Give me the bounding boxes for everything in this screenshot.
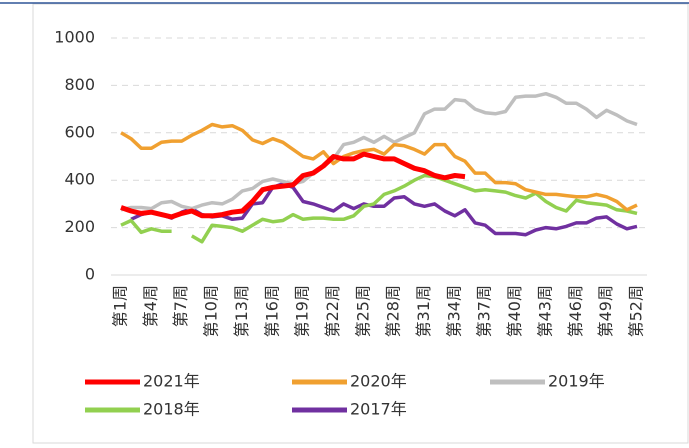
x-tick-label: 第1周 bbox=[111, 285, 130, 327]
x-tick-label: 第49周 bbox=[596, 285, 615, 337]
legend-label: 2017年 bbox=[350, 400, 407, 419]
legend-label: 2020年 bbox=[350, 372, 407, 391]
x-tick-label: 第19周 bbox=[293, 285, 312, 337]
x-tick-label: 第40周 bbox=[505, 285, 524, 337]
y-tick-label: 400 bbox=[64, 170, 95, 189]
x-tick-label: 第4周 bbox=[141, 285, 160, 327]
x-tick-label: 第52周 bbox=[627, 285, 646, 337]
series-line bbox=[120, 173, 638, 244]
x-tick-label: 第22周 bbox=[323, 285, 342, 337]
x-tick-label: 第16周 bbox=[262, 285, 281, 337]
y-tick-label: 1000 bbox=[54, 28, 95, 47]
y-tick-label: 200 bbox=[64, 217, 95, 236]
y-tick-label: 800 bbox=[64, 75, 95, 94]
y-tick-label: 0 bbox=[85, 265, 95, 284]
x-tick-label: 第34周 bbox=[444, 285, 463, 337]
x-tick-label: 第37周 bbox=[475, 285, 494, 337]
x-tick-label: 第46周 bbox=[566, 285, 585, 337]
x-tick-label: 第43周 bbox=[535, 285, 554, 337]
x-tick-label: 第13周 bbox=[232, 285, 251, 337]
legend-label: 2019年 bbox=[548, 372, 605, 391]
x-tick-label: 第28周 bbox=[384, 285, 403, 337]
series-line bbox=[120, 91, 638, 212]
legend-label: 2021年 bbox=[143, 372, 200, 391]
legend-label: 2018年 bbox=[143, 400, 200, 419]
x-tick-label: 第31周 bbox=[414, 285, 433, 337]
x-tick-label: 第25周 bbox=[353, 285, 372, 337]
y-tick-label: 600 bbox=[64, 122, 95, 141]
series-line bbox=[120, 151, 466, 220]
series-line bbox=[120, 122, 638, 212]
x-tick-label: 第7周 bbox=[171, 285, 190, 327]
x-tick-label: 第10周 bbox=[202, 285, 221, 337]
